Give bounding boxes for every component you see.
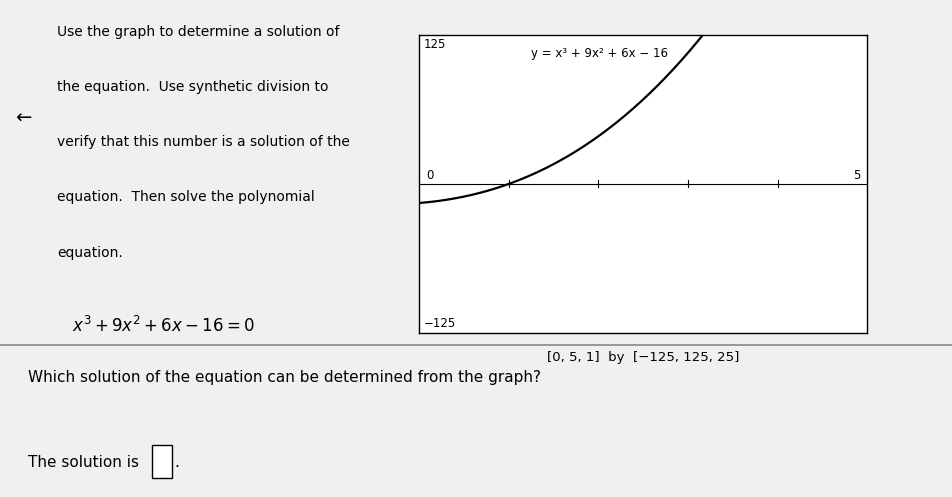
Text: .: . bbox=[174, 455, 180, 470]
Text: The solution is: The solution is bbox=[29, 455, 139, 470]
Text: verify that this number is a solution of the: verify that this number is a solution of… bbox=[57, 135, 349, 149]
Text: 0: 0 bbox=[426, 169, 433, 182]
Text: 125: 125 bbox=[424, 38, 446, 51]
FancyBboxPatch shape bbox=[152, 445, 172, 478]
Text: Use the graph to determine a solution of: Use the graph to determine a solution of bbox=[57, 25, 339, 39]
Text: 5: 5 bbox=[852, 169, 860, 182]
Text: ←: ← bbox=[14, 108, 31, 127]
Text: Which solution of the equation can be determined from the graph?: Which solution of the equation can be de… bbox=[29, 370, 541, 385]
Text: equation.  Then solve the polynomial: equation. Then solve the polynomial bbox=[57, 190, 314, 204]
Text: equation.: equation. bbox=[57, 246, 123, 259]
Text: [0, 5, 1]  by  [−125, 125, 25]: [0, 5, 1] by [−125, 125, 25] bbox=[546, 351, 739, 364]
Text: the equation.  Use synthetic division to: the equation. Use synthetic division to bbox=[57, 80, 328, 94]
Text: −125: −125 bbox=[424, 317, 456, 330]
Text: y = x³ + 9x² + 6x − 16: y = x³ + 9x² + 6x − 16 bbox=[530, 47, 667, 60]
Text: $x^3 + 9x^2 + 6x - 16 = 0$: $x^3 + 9x^2 + 6x - 16 = 0$ bbox=[72, 316, 255, 335]
